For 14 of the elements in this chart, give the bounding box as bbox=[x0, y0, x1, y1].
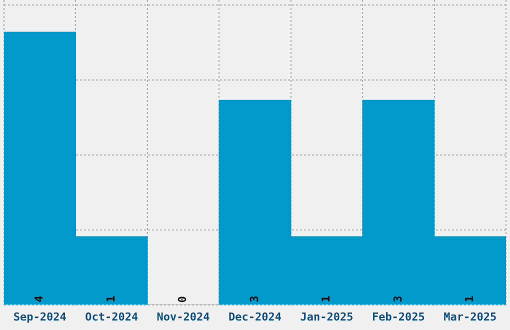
x-tick-label: Nov-2024 bbox=[156, 310, 210, 324]
data-label: 1 bbox=[463, 295, 476, 302]
x-tick-label: Dec-2024 bbox=[228, 310, 282, 324]
data-label: 1 bbox=[320, 295, 333, 302]
data-label: 0 bbox=[176, 296, 190, 303]
x-tick-label: Mar-2025 bbox=[444, 310, 497, 324]
x-tick-label: Feb-2025 bbox=[372, 310, 425, 324]
data-label: 4 bbox=[32, 295, 46, 302]
data-label: 3 bbox=[391, 296, 404, 302]
x-tick-label: Oct-2024 bbox=[85, 310, 138, 324]
data-label: 1 bbox=[104, 295, 118, 302]
x-tick-label: Jan-2025 bbox=[300, 310, 354, 324]
data-label: 3 bbox=[248, 296, 261, 302]
x-tick-label: Sep-2024 bbox=[13, 310, 67, 324]
